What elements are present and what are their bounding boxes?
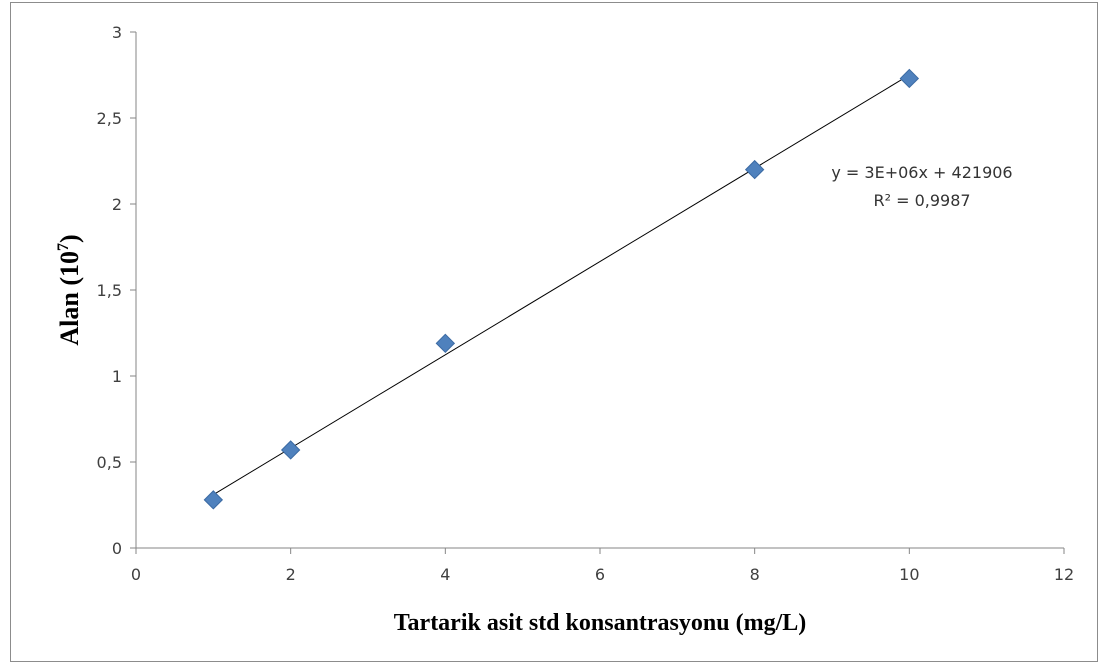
trendline-group — [213, 74, 910, 496]
y-axis-title-main: Alan (10 — [55, 251, 84, 346]
trendline-r-squared: R² = 0,9987 — [873, 191, 970, 210]
x-tick-label: 12 — [1054, 565, 1074, 584]
y-tick-label: 0 — [112, 539, 122, 558]
x-tick-label: 0 — [131, 565, 141, 584]
y-tick-label: 0,5 — [97, 453, 122, 472]
y-axis-title-exponent: 7 — [55, 243, 72, 251]
x-tick-label: 4 — [440, 565, 450, 584]
data-point-marker — [899, 68, 920, 89]
x-tick-label: 10 — [899, 565, 919, 584]
y-tick-label: 1,5 — [97, 281, 122, 300]
y-axis-title: Alan (107) — [55, 234, 84, 345]
y-tick-label: 1 — [112, 367, 122, 386]
data-points — [203, 68, 920, 510]
trendline — [213, 74, 910, 496]
x-tick-label: 8 — [750, 565, 760, 584]
y-tick-label: 2 — [112, 195, 122, 214]
y-axis-title-group: Alan (107) — [55, 234, 84, 345]
y-tick-label: 3 — [112, 23, 122, 42]
y-axis-title-close: ) — [55, 234, 84, 243]
x-tick-label: 2 — [286, 565, 296, 584]
x-axis-title: Tartarik asit std konsantrasyonu (mg/L) — [394, 610, 807, 636]
ticks: 0 2 4 6 8 10 12 0 0,5 1 1,5 2 2,5 3 — [97, 23, 1075, 584]
chart-frame — [10, 2, 1098, 662]
trendline-equation: y = 3E+06x + 421906 — [831, 163, 1012, 182]
x-tick-label: 6 — [595, 565, 605, 584]
y-tick-label: 2,5 — [97, 109, 122, 128]
data-point-marker — [435, 333, 456, 354]
data-point-marker — [280, 440, 301, 460]
axes — [135, 32, 1064, 549]
data-point-marker — [744, 159, 765, 180]
data-point-marker — [203, 490, 224, 510]
